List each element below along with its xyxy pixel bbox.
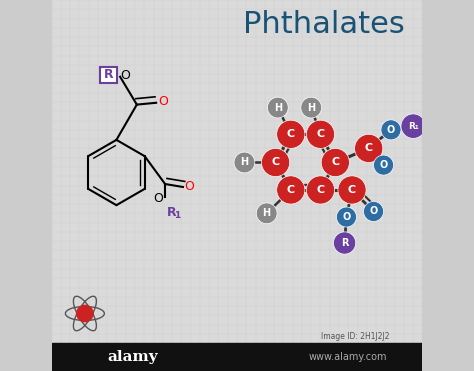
Text: alamy: alamy [108, 350, 158, 364]
Text: www.alamy.com: www.alamy.com [309, 352, 388, 362]
Text: R₁: R₁ [408, 122, 419, 131]
Text: 1: 1 [174, 211, 181, 220]
Circle shape [364, 201, 383, 221]
Circle shape [306, 120, 335, 148]
Circle shape [306, 176, 335, 204]
Text: O: O [387, 125, 395, 135]
Text: C: C [287, 185, 295, 195]
Circle shape [277, 176, 305, 204]
Circle shape [337, 207, 356, 227]
Text: O: O [369, 207, 378, 216]
Text: C: C [287, 129, 295, 139]
Circle shape [234, 152, 255, 173]
Text: C: C [317, 185, 325, 195]
Circle shape [256, 203, 277, 224]
Circle shape [262, 148, 290, 177]
Text: O: O [158, 95, 168, 108]
Text: H: H [263, 209, 271, 218]
Text: O: O [185, 180, 194, 194]
Text: O: O [120, 69, 130, 82]
Text: O: O [379, 160, 388, 170]
Bar [52, 343, 422, 371]
Text: H: H [307, 103, 315, 112]
Text: C: C [365, 144, 373, 153]
Text: O: O [154, 192, 164, 206]
Text: R: R [167, 206, 177, 220]
Text: C: C [272, 158, 280, 167]
Circle shape [267, 97, 288, 118]
Text: R: R [104, 68, 114, 82]
Circle shape [321, 148, 349, 177]
Circle shape [355, 134, 383, 162]
Text: O: O [342, 212, 351, 222]
Circle shape [301, 97, 321, 118]
Circle shape [277, 120, 305, 148]
Circle shape [334, 232, 356, 254]
Text: C: C [317, 129, 325, 139]
Text: R: R [341, 238, 348, 248]
Circle shape [401, 114, 426, 138]
FancyBboxPatch shape [52, 0, 422, 345]
FancyBboxPatch shape [100, 67, 117, 83]
Text: Image ID: 2H1J2J2: Image ID: 2H1J2J2 [321, 332, 390, 341]
Text: C: C [331, 158, 339, 167]
Circle shape [374, 155, 393, 175]
Text: C: C [348, 185, 356, 195]
Text: H: H [240, 158, 248, 167]
Text: H: H [274, 103, 282, 112]
Circle shape [338, 176, 366, 204]
Circle shape [77, 305, 93, 322]
Circle shape [381, 120, 401, 140]
Text: Phthalates: Phthalates [243, 10, 405, 39]
